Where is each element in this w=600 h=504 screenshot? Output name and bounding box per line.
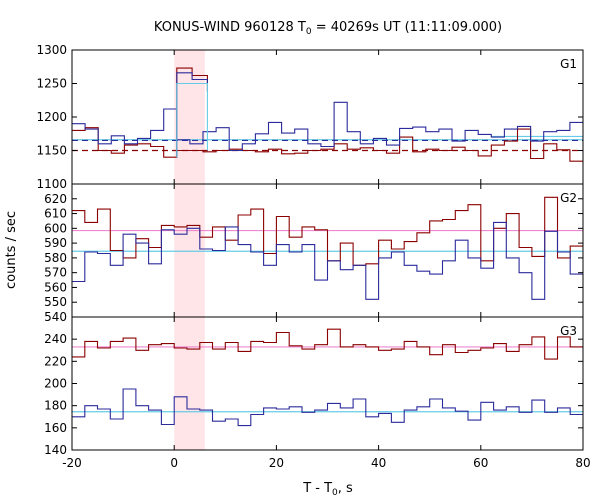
- burst-peak-cyan: [176, 82, 208, 158]
- panel-label-g2: G2: [560, 191, 577, 205]
- y-tick-label: 140: [44, 443, 67, 457]
- y-tick-label: 1300: [36, 43, 67, 57]
- y-tick-label: 580: [44, 251, 67, 265]
- panel-g3-plot: [72, 328, 583, 427]
- highlight-interval: [174, 50, 205, 450]
- y-axis-label: counts / sec: [4, 211, 19, 289]
- chart-title-sub: 0: [306, 27, 312, 37]
- x-tick-label: 60: [473, 456, 488, 470]
- y-tick-label: 620: [44, 192, 67, 206]
- y-tick-label: 610: [44, 207, 67, 221]
- x-axis-label-sub: 0: [332, 488, 338, 498]
- y-tick-label: 1100: [36, 177, 67, 191]
- series-g3-red: [72, 328, 583, 360]
- series-g1-blue: [72, 101, 583, 152]
- y-tick-label: 240: [44, 332, 67, 346]
- panel-g2-plot: [72, 196, 583, 300]
- y-tick-label: 550: [44, 295, 67, 309]
- series-g3-blue: [72, 388, 583, 427]
- panel-g1-plot: [72, 67, 583, 162]
- panel-label-g1: G1: [560, 57, 577, 71]
- x-tick-label: 0: [170, 456, 178, 470]
- y-tick-label: 220: [44, 354, 67, 368]
- x-tick-label: 20: [269, 456, 284, 470]
- y-tick-label: 200: [44, 377, 67, 391]
- y-tick-label: 1200: [36, 110, 67, 124]
- y-tick-label: 1250: [36, 77, 67, 91]
- y-tick-label: 570: [44, 266, 67, 280]
- x-tick-label: 80: [575, 456, 590, 470]
- plot-layer: 1100 1150 1200 1250 1300 G1 540550560570580590…: [36, 43, 590, 470]
- chart-title-pre: KONUS-WIND 960128 T: [154, 20, 306, 35]
- chart-title-post: = 40269s UT (11:11:09.000): [312, 20, 502, 35]
- y-tick-label: 560: [44, 280, 67, 294]
- series-g1-red: [72, 127, 583, 162]
- x-axis-label-pre: T - T: [302, 481, 332, 496]
- x-tick-label: 40: [371, 456, 386, 470]
- series-g2-blue: [72, 221, 583, 300]
- y-tick-label: 180: [44, 399, 67, 413]
- y-tick-label: 160: [44, 421, 67, 435]
- x-axis-label-post: , s: [338, 481, 353, 496]
- x-axis-label: T - T0, s: [302, 481, 353, 498]
- panel-frame-g1: [71, 49, 584, 185]
- y-tick-label: 540: [44, 310, 67, 324]
- x-tick-label: -20: [62, 456, 82, 470]
- chart-title: KONUS-WIND 960128 T0 = 40269s UT (11:11:…: [154, 20, 502, 37]
- y-tick-label: 590: [44, 236, 67, 250]
- y-tick-label: 600: [44, 221, 67, 235]
- y-tick-label: 1150: [36, 144, 67, 158]
- panel-label-g3: G3: [560, 324, 577, 338]
